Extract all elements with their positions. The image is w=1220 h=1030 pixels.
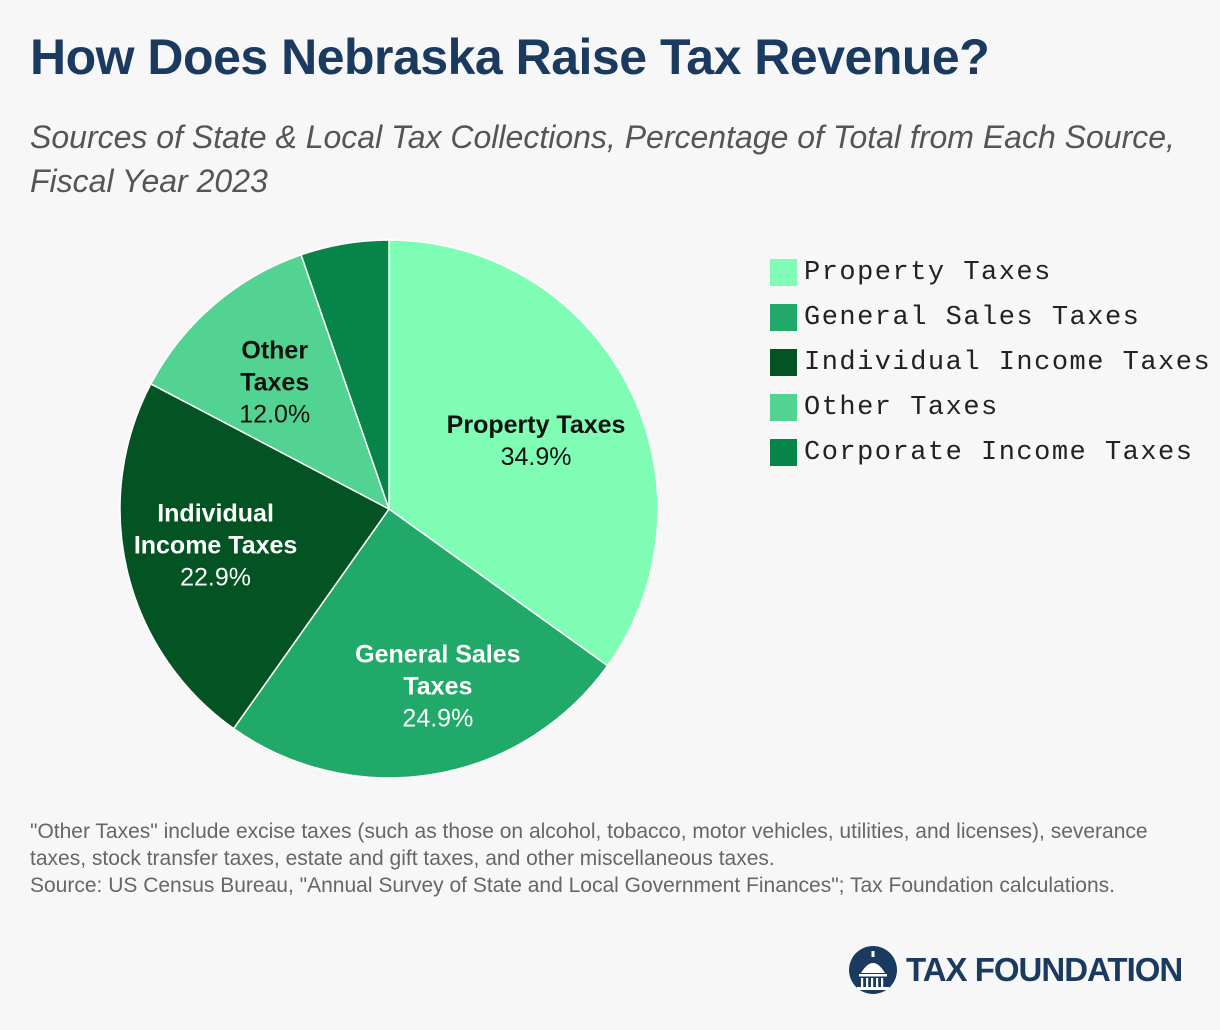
legend-item-general-sales-taxes: General Sales Taxes xyxy=(770,295,1211,340)
chart-title: How Does Nebraska Raise Tax Revenue? xyxy=(30,29,990,85)
slice-name-label: Other xyxy=(241,336,308,364)
legend-label: Property Taxes xyxy=(804,257,1052,288)
legend-label: General Sales Taxes xyxy=(804,302,1141,333)
legend-swatch xyxy=(770,394,797,421)
pie-slice-property-taxes xyxy=(388,239,659,667)
legend-item-other-taxes: Other Taxes xyxy=(770,385,1211,430)
slice-name-label: Taxes xyxy=(240,368,309,396)
pie-slice-general-sales-taxes xyxy=(232,507,609,779)
footnote-source: Source: US Census Bureau, "Annual Survey… xyxy=(30,874,1115,897)
legend-item-property-taxes: Property Taxes xyxy=(770,250,1211,295)
tax-foundation-logo: TAX FOUNDATION xyxy=(848,945,1183,995)
legend-label: Corporate Income Taxes xyxy=(804,437,1194,468)
legend-swatch xyxy=(770,439,797,466)
slice-value-label: 22.9% xyxy=(180,564,251,592)
legend-label: Individual Income Taxes xyxy=(804,347,1212,378)
legend-item-corporate-income-taxes: Corporate Income Taxes xyxy=(770,430,1211,475)
footnote-definition: "Other Taxes" include excise taxes (such… xyxy=(30,820,1148,870)
pie-slice-corporate-income-taxes xyxy=(300,239,390,510)
slice-value-label: 34.9% xyxy=(501,443,572,471)
legend-swatch xyxy=(770,259,797,286)
chart-subtitle: Sources of State & Local Tax Collections… xyxy=(30,119,1175,199)
slice-value-label: 12.0% xyxy=(239,400,310,428)
legend-item-individual-income-taxes: Individual Income Taxes xyxy=(770,340,1211,385)
pie-slice-individual-income-taxes xyxy=(119,382,391,730)
brand-name: TAX FOUNDATION xyxy=(906,951,1183,988)
slice-name-label: Property Taxes xyxy=(447,411,626,439)
legend-swatch xyxy=(770,349,797,376)
legend: Property Taxes General Sales Taxes Indiv… xyxy=(770,250,1211,475)
pie-slice-other-taxes xyxy=(149,253,391,511)
legend-swatch xyxy=(770,304,797,331)
slice-name-label: Income Taxes xyxy=(134,532,298,560)
legend-label: Other Taxes xyxy=(804,392,999,423)
slice-name-label: Taxes xyxy=(403,673,472,701)
slice-value-label: 24.9% xyxy=(402,705,473,733)
slice-name-label: General Sales xyxy=(355,641,520,669)
capitol-dome-icon xyxy=(849,946,897,994)
slice-name-label: Individual xyxy=(157,500,274,528)
footnote: "Other Taxes" include excise taxes (such… xyxy=(30,818,1200,899)
